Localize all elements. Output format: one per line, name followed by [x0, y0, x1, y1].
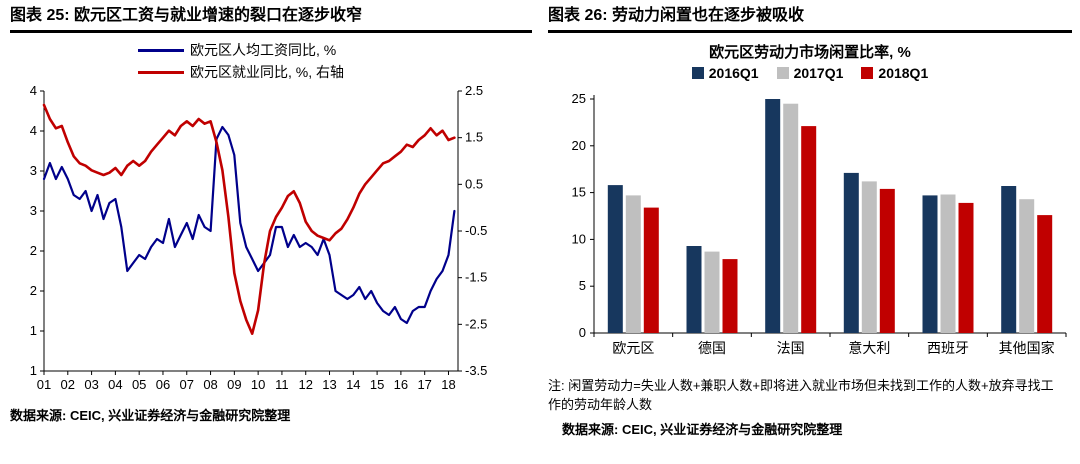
legend-item-2017q1: 2017Q1	[776, 65, 844, 82]
svg-text:09: 09	[227, 377, 241, 392]
wage-line-swatch	[138, 48, 184, 52]
figure-25-source: 数据来源: CEIC, 兴业证券经济与金融研究院整理	[10, 408, 291, 424]
svg-text:德国: 德国	[698, 340, 726, 356]
bar-chart-legend: 2016Q1 2017Q1 2018Q1	[548, 63, 1072, 83]
svg-text:16: 16	[394, 377, 408, 392]
svg-text:12: 12	[298, 377, 312, 392]
svg-text:2: 2	[30, 283, 37, 298]
svg-text:2: 2	[30, 243, 37, 258]
labor-slack-bar-chart: 0 5 10 15 20 25 欧元区 德国 法国 意大利 西班牙 其他国家	[572, 91, 1067, 356]
svg-text:07: 07	[180, 377, 194, 392]
svg-text:-1.5: -1.5	[465, 270, 487, 285]
legend-item-wage: 欧元区人均工资同比, %	[138, 39, 336, 61]
svg-text:2.5: 2.5	[465, 83, 483, 98]
svg-text:25: 25	[572, 91, 586, 106]
svg-text:欧元区: 欧元区	[612, 340, 654, 356]
svg-text:14: 14	[346, 377, 360, 392]
svg-text:4: 4	[30, 83, 37, 98]
bar-chart-title: 欧元区劳动力市场闲置比率, %	[709, 44, 911, 62]
svg-text:17: 17	[417, 377, 431, 392]
label-2017q1: 2017Q1	[793, 65, 844, 82]
legend-item-2016q1: 2016Q1	[691, 65, 759, 82]
swatch-2017q1	[776, 67, 789, 80]
svg-text:3: 3	[30, 163, 37, 178]
svg-text:03: 03	[84, 377, 98, 392]
svg-text:20: 20	[572, 138, 586, 153]
svg-text:06: 06	[156, 377, 170, 392]
svg-text:-3.5: -3.5	[465, 363, 487, 378]
svg-text:15: 15	[370, 377, 384, 392]
figure-26-note: 注: 闲置劳动力=失业人数+兼职人数+即将进入就业市场但未找到工作的人数+放弃寻…	[548, 378, 1054, 413]
svg-text:5: 5	[579, 278, 586, 293]
svg-text:10: 10	[251, 377, 265, 392]
svg-text:0: 0	[579, 325, 586, 340]
svg-text:西班牙: 西班牙	[927, 340, 969, 356]
svg-text:其他国家: 其他国家	[999, 340, 1055, 356]
svg-text:08: 08	[203, 377, 217, 392]
svg-text:11: 11	[275, 377, 289, 392]
legend-item-employment: 欧元区就业同比, %, 右轴	[138, 61, 344, 83]
figure-25-title: 图表 25: 欧元区工资与就业增速的裂口在逐步收窄	[10, 6, 532, 34]
svg-text:1.5: 1.5	[465, 130, 483, 145]
figure-25-panel: 图表 25: 欧元区工资与就业增速的裂口在逐步收窄 欧元区人均工资同比, % 欧…	[10, 6, 532, 424]
svg-text:-0.5: -0.5	[465, 223, 487, 238]
svg-text:意大利: 意大利	[848, 340, 890, 356]
svg-text:法国: 法国	[777, 340, 805, 356]
svg-text:04: 04	[108, 377, 122, 392]
label-2016q1: 2016Q1	[708, 65, 759, 82]
swatch-2018q1	[861, 67, 874, 80]
employment-line-label: 欧元区就业同比, %, 右轴	[190, 64, 345, 81]
svg-text:15: 15	[572, 185, 586, 200]
wage-line-label: 欧元区人均工资同比, %	[190, 42, 337, 59]
label-2018q1: 2018Q1	[878, 65, 929, 82]
figure-26-panel: 图表 26: 劳动力闲置也在逐步被吸收 欧元区劳动力市场闲置比率, % 2016…	[548, 6, 1072, 438]
svg-text:4: 4	[30, 123, 37, 138]
svg-text:-2.5: -2.5	[465, 317, 487, 332]
svg-text:05: 05	[132, 377, 146, 392]
swatch-2016q1	[691, 67, 704, 80]
svg-text:1: 1	[30, 363, 37, 378]
svg-text:18: 18	[441, 377, 455, 392]
svg-text:01: 01	[37, 377, 51, 392]
svg-text:10: 10	[572, 232, 586, 247]
svg-text:02: 02	[61, 377, 75, 392]
line-chart-legend: 欧元区人均工资同比, % 欧元区就业同比, %, 右轴	[138, 39, 532, 83]
svg-text:3: 3	[30, 203, 37, 218]
figure-26-source: 数据来源: CEIC, 兴业证券经济与金融研究院整理	[562, 421, 843, 437]
svg-text:0.5: 0.5	[465, 177, 483, 192]
figure-26-title: 图表 26: 劳动力闲置也在逐步被吸收	[548, 6, 1072, 34]
svg-text:13: 13	[322, 377, 336, 392]
employment-line-swatch	[138, 70, 184, 74]
svg-text:1: 1	[30, 323, 37, 338]
legend-item-2018q1: 2018Q1	[861, 65, 928, 81]
